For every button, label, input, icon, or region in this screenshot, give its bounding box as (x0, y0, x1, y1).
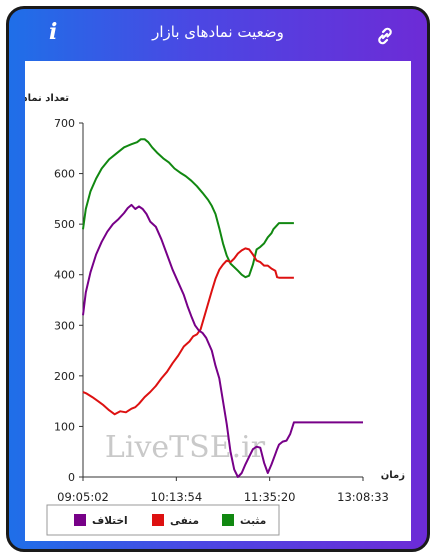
x-tick-label: 11:35:20 (244, 490, 296, 504)
series-line-1 (82, 247, 294, 416)
y-tick-label: 100 (54, 420, 75, 433)
y-tick-label: 500 (54, 218, 75, 231)
y-tick-label: 200 (54, 370, 75, 383)
legend-label-2: اختلاف (92, 515, 128, 527)
y-axis-title: تعداد نماد (25, 93, 69, 104)
y-tick-label: 300 (54, 319, 75, 332)
legend-label-1: منفی (170, 515, 199, 527)
link-icon-glyph (378, 27, 392, 45)
link-icon[interactable] (373, 24, 397, 48)
y-tick-label: 0 (68, 471, 75, 484)
y-tick-label: 700 (54, 117, 75, 130)
x-tick-label: 13:08:33 (337, 490, 389, 504)
widget-frame: i وضعیت نمادهای بازار 0 100 200 300 400 500 60… (6, 6, 430, 552)
info-icon[interactable]: i (49, 19, 58, 45)
chart-card: 0 100 200 300 400 500 600 700 09:05:02 10:13:54 11… (25, 61, 411, 541)
legend-swatch-0 (222, 514, 234, 526)
legend-swatch-1 (152, 514, 164, 526)
legend-label-0: مثبت (240, 515, 266, 527)
line-chart: 0 100 200 300 400 500 600 700 09:05:02 10:13:54 11… (25, 93, 405, 536)
widget-header: i وضعیت نمادهای بازار (9, 9, 427, 61)
y-tick-label: 600 (54, 168, 75, 181)
x-tick-label: 09:05:02 (57, 490, 109, 504)
watermark-text: LiveTSE.ir (105, 430, 266, 465)
widget-title: وضعیت نمادهای بازار (152, 23, 284, 41)
x-tick-label: 10:13:54 (151, 490, 203, 504)
series-line-0 (82, 138, 294, 279)
y-tick-label: 400 (54, 269, 75, 282)
legend-swatch-2 (74, 514, 86, 526)
series-line-2 (82, 203, 363, 478)
x-axis-title: زمان (381, 470, 405, 481)
